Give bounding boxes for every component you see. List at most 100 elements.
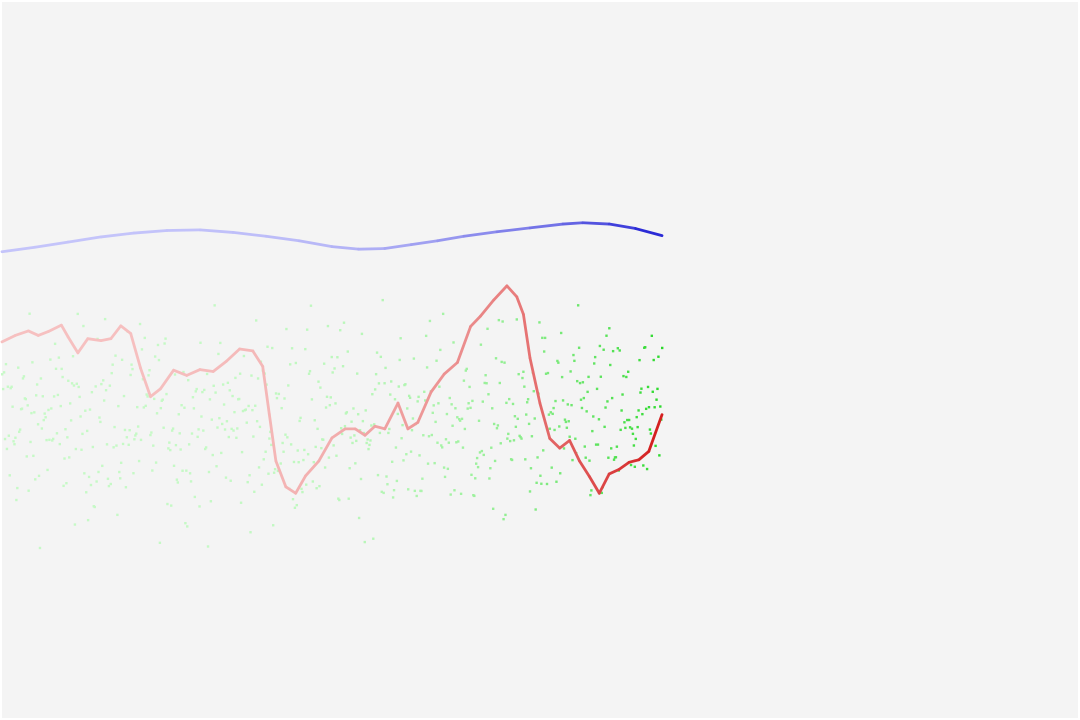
scatter-point (90, 390, 94, 394)
series-0-segment (409, 239, 440, 247)
scatter-point (140, 348, 144, 351)
scatter-point (85, 491, 88, 494)
scatter-point (439, 348, 442, 352)
scatter-point (237, 397, 241, 401)
scatter-point (206, 545, 210, 548)
series-1-segment (294, 474, 308, 495)
series-1-segment (60, 323, 70, 339)
scatter-point (542, 350, 546, 353)
scatter-point (245, 421, 248, 424)
scatter-point (348, 466, 351, 470)
scatter-point (585, 410, 588, 413)
series-1-segment (607, 468, 621, 476)
scatter-point (22, 375, 26, 378)
scatter-point (153, 397, 156, 401)
scatter-point (369, 439, 372, 442)
scatter-point (45, 438, 48, 442)
scatter-point (279, 462, 282, 465)
scatter-point (159, 406, 163, 410)
scatter-point (289, 443, 293, 446)
scatter-point (191, 396, 195, 399)
scatter-point (38, 546, 42, 550)
scatter-point (524, 458, 527, 461)
scatter-point (272, 471, 276, 474)
scatter-point (538, 321, 541, 324)
series-0-segment (634, 227, 664, 238)
series-1-segment (578, 459, 591, 478)
scatter-point (107, 484, 111, 488)
scatter-point (570, 403, 573, 407)
scatter-point (204, 446, 208, 449)
scatter-point (440, 444, 443, 447)
scatter-point (604, 406, 607, 409)
scatter-point (181, 469, 184, 472)
scatter-point (475, 456, 479, 460)
series-1-segment (492, 284, 509, 302)
scatter-point (345, 411, 349, 414)
scatter-point (424, 399, 427, 402)
scatter-point (225, 420, 229, 423)
scatter-point (385, 475, 388, 478)
scatter-point (99, 420, 102, 424)
series-1-segment (558, 439, 571, 450)
scatter-point (572, 353, 575, 357)
scatter-point (15, 498, 18, 502)
scatter-point (407, 488, 410, 491)
scatter-point (307, 372, 311, 375)
series-1-segment (627, 458, 641, 464)
scatter-point (146, 395, 149, 398)
scatter-point (632, 444, 636, 447)
scatter-point (539, 474, 542, 477)
scatter-point (634, 437, 637, 441)
scatter-point (647, 405, 651, 409)
scatter-point (579, 398, 583, 401)
scatter-point (516, 417, 519, 421)
scatter-point (573, 359, 576, 363)
scatter-point (549, 411, 552, 414)
scatter-point (606, 400, 609, 403)
scatter-point (229, 479, 232, 482)
scatter-point (251, 408, 254, 412)
scatter-point (651, 390, 654, 393)
scatter-point (464, 369, 468, 372)
scatter-point (198, 505, 201, 508)
scatter-point (284, 433, 287, 436)
series-1-segment (274, 459, 288, 489)
scatter-point (405, 453, 408, 456)
scatter-point (603, 425, 606, 429)
scatter-point (35, 383, 39, 386)
scatter-point (649, 432, 653, 435)
scatter-point (249, 531, 252, 534)
scatter-point (13, 443, 16, 446)
scatter-point (219, 341, 222, 345)
scatter-point (584, 456, 587, 459)
scatter-point (84, 409, 87, 412)
series-1-segment (637, 449, 651, 462)
series-1-segment (149, 387, 162, 399)
scatter-point (340, 432, 344, 436)
scatter-point (115, 444, 118, 447)
scatter-point (200, 415, 203, 418)
scatter-point (145, 393, 148, 396)
scatter-point (462, 379, 466, 382)
scatter-point (508, 439, 512, 443)
scatter-point (540, 482, 543, 485)
scatter-point (626, 418, 629, 422)
scatter-point (416, 400, 419, 403)
scatter-point (97, 470, 100, 474)
scatter-point (486, 327, 489, 331)
scatter-point (621, 393, 624, 396)
scatter-point (323, 466, 327, 469)
scatter-point (103, 317, 107, 321)
scatter-point (594, 443, 598, 446)
scatter-point (231, 394, 234, 398)
scatter-point (203, 388, 206, 392)
scatter-point (436, 441, 439, 444)
scatter-point (179, 448, 182, 451)
series-0-segment (495, 226, 532, 234)
scatter-point (571, 458, 574, 462)
scatter-point (44, 416, 47, 419)
series-0-segment (66, 235, 103, 244)
scatter-point (4, 362, 8, 366)
